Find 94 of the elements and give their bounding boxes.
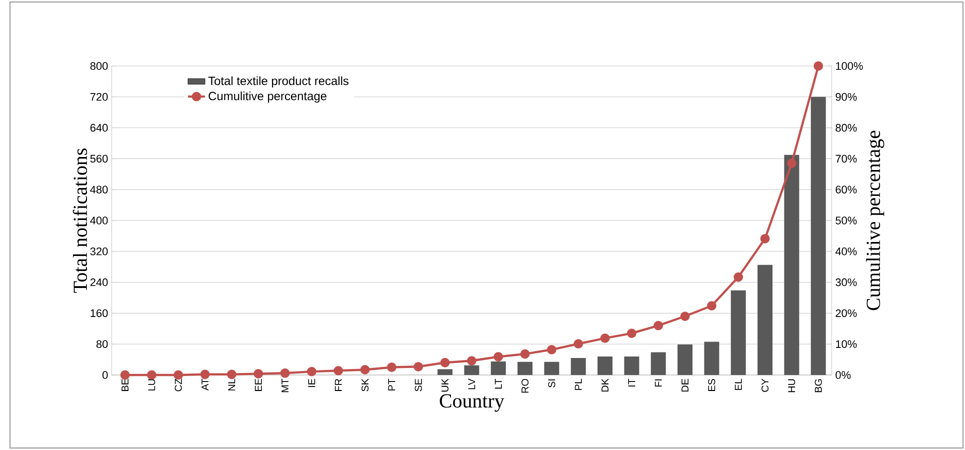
x-tick-label: IT xyxy=(628,378,636,386)
point xyxy=(654,320,664,330)
y-tick-label: 0 xyxy=(102,371,108,379)
bar xyxy=(730,290,746,375)
x-tick-label: ES xyxy=(708,378,716,391)
x-tick-label: DK xyxy=(602,378,608,392)
y2-tick-label: 40% xyxy=(835,248,857,256)
y-tick-label: 80 xyxy=(96,340,108,348)
x-tick-label: EL xyxy=(734,378,742,390)
y-axis-title: Total notifications xyxy=(72,148,88,293)
point xyxy=(760,234,770,244)
x-tick-label: BG xyxy=(814,379,822,392)
y2-tick-label: 70% xyxy=(836,154,857,163)
legend-label: Total textile product recalls xyxy=(208,76,348,88)
bar xyxy=(758,264,773,375)
point xyxy=(334,366,344,376)
y-tick-label: 560 xyxy=(90,154,108,163)
bar xyxy=(784,154,800,375)
x-tick-label: RO xyxy=(521,378,529,393)
point xyxy=(386,362,396,372)
x-tick-label: DE xyxy=(682,378,688,392)
x-axis-title: Country xyxy=(440,394,504,412)
x-tick-label: LT xyxy=(494,378,502,389)
y-tick-label: 160 xyxy=(90,309,108,318)
point xyxy=(574,339,584,348)
bar xyxy=(570,358,586,375)
point xyxy=(200,370,210,380)
y-tick-label: 720 xyxy=(90,93,108,101)
point xyxy=(280,368,290,378)
bar xyxy=(598,356,613,375)
point xyxy=(600,334,610,343)
point xyxy=(254,369,264,378)
legend-label: Cumulitive percentage xyxy=(208,92,326,103)
x-tick-label: CZ xyxy=(174,378,182,392)
point xyxy=(146,370,156,380)
point xyxy=(466,356,476,366)
bar xyxy=(678,344,693,375)
bar xyxy=(438,369,453,375)
y2-tick-label: 100% xyxy=(836,62,863,70)
bar xyxy=(810,96,826,375)
x-tick-label: NL xyxy=(228,378,236,390)
point xyxy=(680,312,690,321)
y-tick-label: 640 xyxy=(90,124,108,132)
x-tick-label: LU xyxy=(148,379,156,390)
point xyxy=(226,370,236,380)
x-tick-label: FR xyxy=(334,378,342,391)
y2-tick-label: 30% xyxy=(836,278,857,286)
y2-tick-label: 0% xyxy=(836,371,851,379)
x-tick-label: SI xyxy=(548,379,556,388)
x-tick-label: MT xyxy=(282,378,288,392)
point xyxy=(306,366,316,376)
bar xyxy=(490,361,506,375)
bar xyxy=(464,365,480,375)
x-tick-label: PT xyxy=(388,378,396,390)
point xyxy=(734,272,744,282)
bar xyxy=(518,362,533,375)
point xyxy=(546,344,556,354)
x-tick-label: UK xyxy=(442,378,448,392)
x-tick-label: CY xyxy=(761,378,769,392)
x-tick-label: AT xyxy=(202,378,208,390)
y-tick-label: 240 xyxy=(90,278,108,286)
x-tick-label: PL xyxy=(574,378,582,390)
x-tick-label: IE xyxy=(308,378,316,387)
bar xyxy=(544,362,560,375)
x-tick-label: LV xyxy=(468,378,476,390)
y-tick-label: 400 xyxy=(90,216,108,224)
y2-tick-label: 80% xyxy=(836,124,857,132)
bar xyxy=(650,352,666,375)
point xyxy=(360,365,370,374)
y2-tick-label: 20% xyxy=(836,309,857,318)
x-tick-label: FI xyxy=(654,379,662,387)
point xyxy=(814,61,824,71)
point xyxy=(626,328,636,338)
y2-tick-label: 60% xyxy=(836,186,857,194)
x-tick-label: SE xyxy=(414,378,422,392)
point xyxy=(520,349,530,359)
x-tick-label: BE xyxy=(122,378,128,391)
x-tick-label: HU xyxy=(788,379,796,392)
y2-tick-label: 90% xyxy=(836,93,857,101)
x-tick-label: SK xyxy=(361,378,369,392)
y-tick-label: 480 xyxy=(90,186,108,194)
y-tick-label: 320 xyxy=(90,248,108,256)
point xyxy=(440,358,450,368)
point xyxy=(414,362,424,372)
y2-tick-label: 10% xyxy=(836,340,857,348)
point xyxy=(494,352,504,362)
bar xyxy=(704,342,720,375)
y-tick-label: 800 xyxy=(90,62,108,70)
point xyxy=(786,158,796,168)
x-tick-label: EE xyxy=(254,378,262,391)
y2-axis-title: Cumulitive percentage xyxy=(866,130,884,310)
point xyxy=(706,301,716,310)
y2-tick-label: 50% xyxy=(836,216,857,224)
bar xyxy=(624,356,640,375)
